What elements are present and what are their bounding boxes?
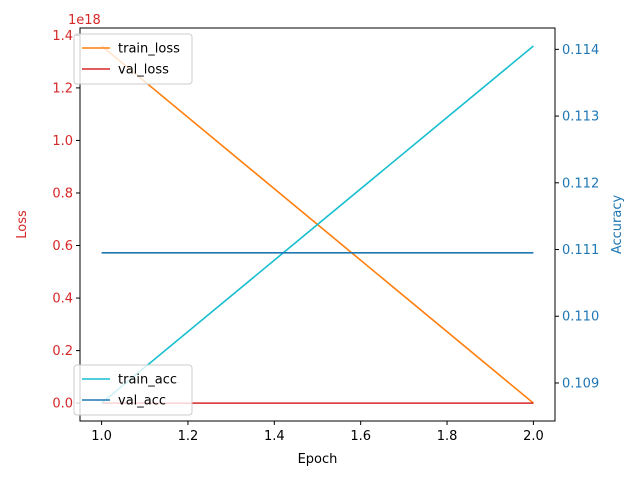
- x-axis: 1.0 1.2 1.4 1.6 1.8 2.0: [91, 421, 544, 444]
- legend-loss: train_loss val_loss: [73, 33, 193, 85]
- left-y-tick-label: 1.0: [52, 134, 73, 149]
- x-axis-title: Epoch: [298, 452, 338, 467]
- left-y-tick-label: 0.4: [52, 292, 73, 307]
- right-y-tick-label: 0.110: [562, 310, 599, 325]
- left-y-axis-title: Loss: [15, 210, 30, 239]
- legend-accuracy: train_acc val_acc: [73, 364, 193, 416]
- right-y-tick-label: 0.112: [562, 176, 599, 191]
- left-y-tick-label: 0.8: [52, 186, 73, 201]
- legend-box: [73, 33, 193, 85]
- left-y-axis: 0.0 0.2 0.4 0.6 0.8 1.0 1.2 1.4: [52, 29, 80, 412]
- right-y-tick-label: 0.114: [562, 43, 599, 58]
- legend-label-train_acc: train_acc: [118, 373, 177, 388]
- x-tick-label: 1.4: [264, 429, 285, 444]
- plot-frame: [79, 27, 556, 422]
- left-axis-offset-label: 1e18: [68, 13, 101, 28]
- legend-label-val_acc: val_acc: [118, 394, 166, 409]
- left-y-tick-label: 1.2: [52, 81, 73, 96]
- right-y-tick-label: 0.113: [562, 110, 599, 125]
- legend-label-val_loss: val_loss: [118, 63, 169, 78]
- left-y-tick-label: 1.4: [52, 29, 73, 44]
- x-tick-label: 1.6: [350, 429, 371, 444]
- x-tick-label: 2.0: [523, 429, 544, 444]
- series-layer: [101, 45, 534, 404]
- legend-label-train_loss: train_loss: [118, 42, 180, 57]
- left-y-tick-label: 0.2: [52, 344, 73, 359]
- x-tick-label: 1.0: [91, 429, 112, 444]
- right-y-tick-label: 0.109: [562, 376, 599, 391]
- right-y-axis-title: Accuracy: [610, 195, 625, 255]
- right-y-tick-label: 0.111: [562, 243, 599, 258]
- x-tick-label: 1.8: [437, 429, 458, 444]
- legend-box: [73, 364, 193, 416]
- plot-area: [79, 27, 556, 422]
- right-y-axis: 0.109 0.110 0.111 0.112 0.113 0.114: [555, 43, 599, 391]
- x-tick-label: 1.2: [178, 429, 199, 444]
- left-y-tick-label: 0.0: [52, 397, 73, 412]
- series-line-train_acc: [101, 45, 534, 404]
- left-y-tick-label: 0.6: [52, 239, 73, 254]
